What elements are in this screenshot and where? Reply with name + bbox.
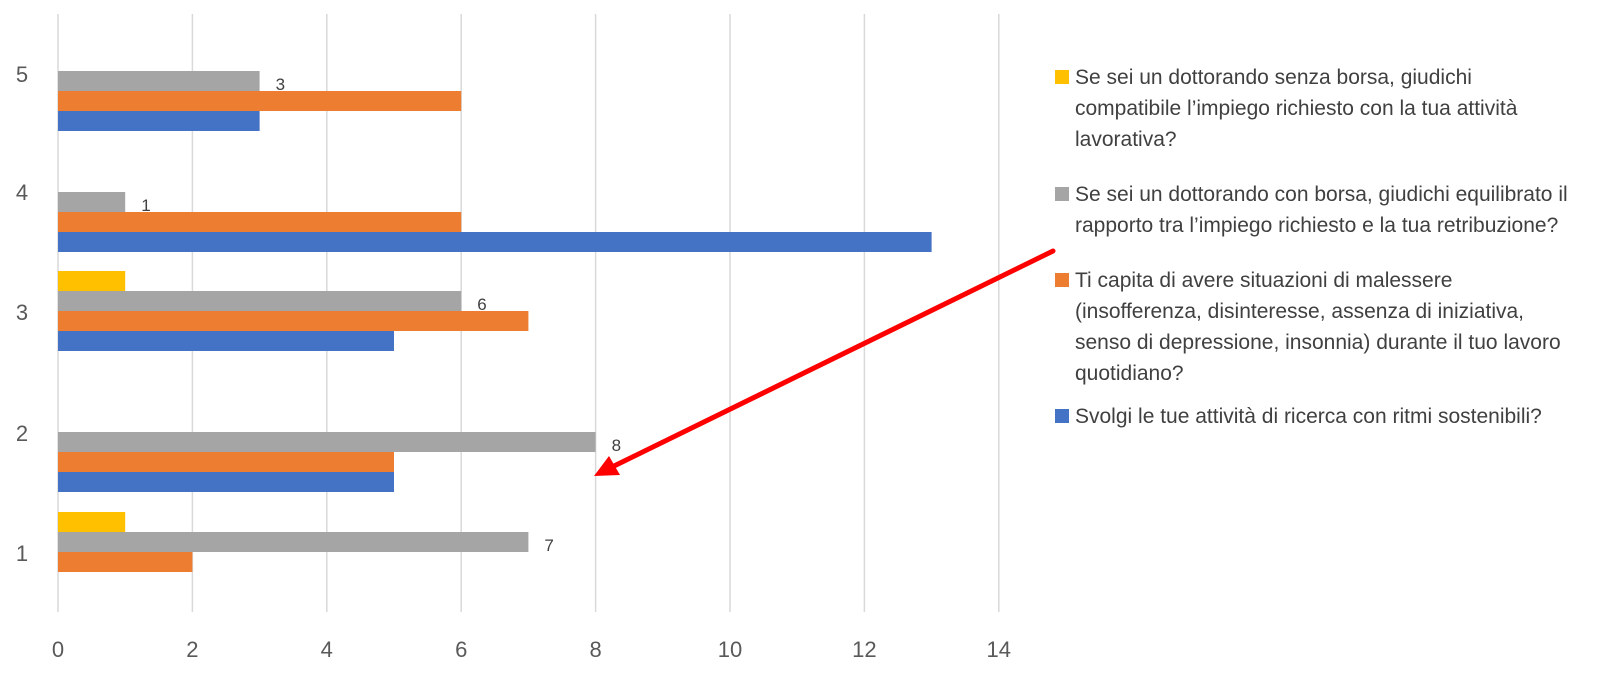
- category-label: 1: [16, 541, 28, 566]
- bar-series4-cat1: [58, 512, 126, 532]
- data-label: 6: [477, 295, 486, 314]
- legend-item: Se sei un dottorando con borsa, giudichi…: [1055, 179, 1575, 241]
- legend-label: Se sei un dottorando con borsa, giudichi…: [1075, 183, 1568, 237]
- bar-series2-cat1: [58, 552, 193, 572]
- bar-series4-cat3: [58, 271, 126, 291]
- data-label: 3: [276, 75, 285, 94]
- bar-series3-cat3: [58, 291, 462, 311]
- bar-series3-cat4: [58, 192, 126, 212]
- legend-item: Svolgi le tue attività di ricerca con ri…: [1055, 401, 1575, 432]
- annotation-arrow: [594, 248, 1056, 476]
- data-label: 8: [612, 436, 621, 455]
- x-tick-label: 2: [186, 637, 198, 662]
- x-tick-label: 8: [589, 637, 601, 662]
- bar-series2-cat3: [58, 311, 529, 331]
- legend-label: Se sei un dottorando senza borsa, giudic…: [1075, 66, 1518, 151]
- bar-series2-cat2: [58, 452, 394, 472]
- legend-swatch: [1055, 70, 1069, 84]
- x-tick-label: 10: [718, 637, 742, 662]
- category-label: 3: [16, 300, 28, 325]
- bar-series1-cat4: [58, 232, 932, 252]
- bar-series3-cat5: [58, 71, 260, 91]
- arrow-shaft: [609, 248, 1056, 470]
- x-tick-label: 6: [455, 637, 467, 662]
- legend-swatch: [1055, 273, 1069, 287]
- x-tick-label: 12: [852, 637, 876, 662]
- legend-label: Ti capita di avere situazioni di malesse…: [1075, 269, 1561, 385]
- data-label: 7: [544, 536, 553, 555]
- data-label: 1: [141, 196, 150, 215]
- legend-swatch: [1055, 409, 1069, 423]
- arrow-head: [594, 456, 620, 476]
- bar-series1-cat3: [58, 331, 394, 351]
- bar-series3-cat1: [58, 532, 529, 552]
- legend: Se sei un dottorando senza borsa, giudic…: [1055, 62, 1575, 456]
- bar-series3-cat2: [58, 432, 596, 452]
- category-label: 5: [16, 62, 28, 87]
- category-label: 2: [16, 421, 28, 446]
- x-tick-labels: 0 2 4 6 8 10 12 14: [52, 637, 1011, 662]
- category-label: 4: [16, 180, 28, 205]
- bar-series1-cat5: [58, 111, 260, 131]
- legend-item: Se sei un dottorando senza borsa, giudic…: [1055, 62, 1575, 155]
- bar-series2-cat5: [58, 91, 462, 111]
- legend-label: Svolgi le tue attività di ricerca con ri…: [1075, 405, 1542, 428]
- x-tick-label: 0: [52, 637, 64, 662]
- legend-item: Ti capita di avere situazioni di malesse…: [1055, 265, 1575, 389]
- bar-series2-cat4: [58, 212, 462, 232]
- category-labels: 1 2 3 4 5: [16, 62, 28, 566]
- bar-series1-cat2: [58, 472, 394, 492]
- x-tick-label: 4: [321, 637, 333, 662]
- x-tick-label: 14: [987, 637, 1011, 662]
- legend-swatch: [1055, 187, 1069, 201]
- data-labels: 7 8 6 1 3: [141, 75, 621, 555]
- bars: [58, 71, 932, 572]
